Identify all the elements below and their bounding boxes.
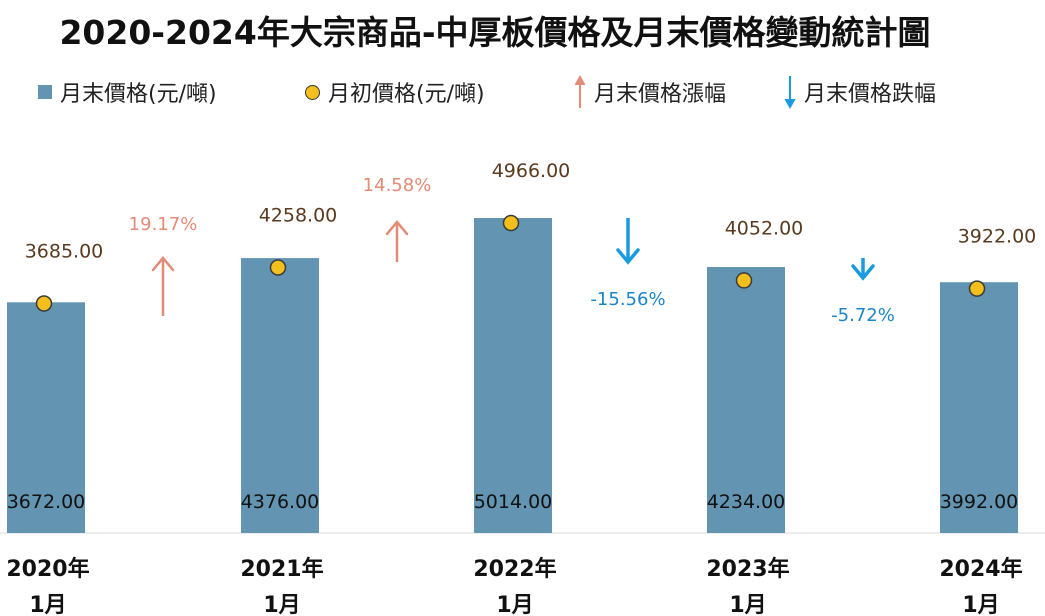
bar-value-label-1: 4376.00 (241, 491, 320, 513)
change-label-2: -15.56% (590, 289, 665, 310)
point-value-label-1: 4258.00 (259, 204, 338, 226)
bar-month-end-0 (7, 302, 85, 533)
point-month-start-4 (968, 280, 986, 297)
legend-item-price-rise: 月末價格漲幅 (572, 74, 726, 110)
point-value-label-3: 4052.00 (725, 217, 804, 239)
bar-value-label-0: 3672.00 (7, 491, 86, 513)
legend-item-month-start-price: 月初價格(元/噸) (305, 74, 485, 110)
changes-layer: 19.17% 14.58% -15.56% -5.72% (129, 175, 895, 326)
chart-title: 2020-2024年大宗商品-中厚板價格及月末價格變動統計圖 (59, 13, 931, 52)
arrow-down-icon (784, 76, 796, 110)
point-month-start-1 (269, 259, 287, 276)
legend-item-month-end-price: 月末價格(元/噸) (38, 74, 217, 110)
arrow-up-icon (574, 74, 586, 108)
point-month-start-0 (35, 295, 53, 312)
arrow-down-icon (851, 264, 875, 281)
category-label-4: 2024年 1月 (939, 556, 1022, 616)
change-label-0: 19.17% (129, 214, 198, 235)
bar-month-end-2 (474, 218, 552, 533)
arrow-up-icon (385, 220, 409, 236)
category-label-1: 2021年 1月 (240, 556, 323, 616)
bar-value-label-4: 3992.00 (940, 491, 1019, 513)
legend-label: 月初價格(元/噸) (328, 82, 485, 107)
point-month-start-2 (502, 214, 520, 232)
legend-circle-icon (305, 84, 320, 100)
change-label-3: -5.72% (831, 305, 895, 326)
legend-label: 月末價格(元/噸) (60, 82, 217, 107)
point-value-label-0: 3685.00 (25, 240, 104, 262)
bar-month-end-4 (940, 282, 1018, 533)
change-label-1: 14.58% (363, 175, 432, 196)
legend-item-price-fall: 月末價格跌幅 (782, 74, 936, 110)
point-value-label-2: 4966.00 (492, 160, 571, 182)
bar-month-end-1 (241, 258, 319, 533)
point-month-start-3 (735, 272, 753, 289)
bar-value-label-3: 4234.00 (707, 491, 786, 513)
legend: 月末價格(元/噸) 月初價格(元/噸) 月末價格漲幅 月末價格跌幅 (38, 74, 1038, 110)
bars-layer: 3672.00 4376.00 5014.00 4234.00 3992.00 (7, 218, 1019, 533)
arrow-down-icon (616, 248, 640, 265)
point-value-label-4: 3922.00 (958, 226, 1037, 248)
category-labels-layer: 2020年 1月 2021年 1月 2022年 1月 2023年 1月 2024年 1月 (6, 556, 1022, 616)
category-label-3: 2023年 1月 (706, 556, 789, 616)
arrow-up-icon (151, 256, 175, 272)
legend-label: 月末價格漲幅 (594, 82, 727, 107)
category-label-0: 2020年 1月 (6, 556, 89, 616)
points-layer: 3685.00 4258.00 4966.00 4052.00 3922.00 (25, 160, 1037, 312)
legend-square-icon (38, 85, 52, 99)
legend-label: 月末價格跌幅 (804, 82, 937, 107)
bar-month-end-3 (707, 267, 785, 533)
bar-value-label-2: 5014.00 (474, 491, 553, 513)
category-label-2: 2022年 1月 (473, 556, 556, 616)
